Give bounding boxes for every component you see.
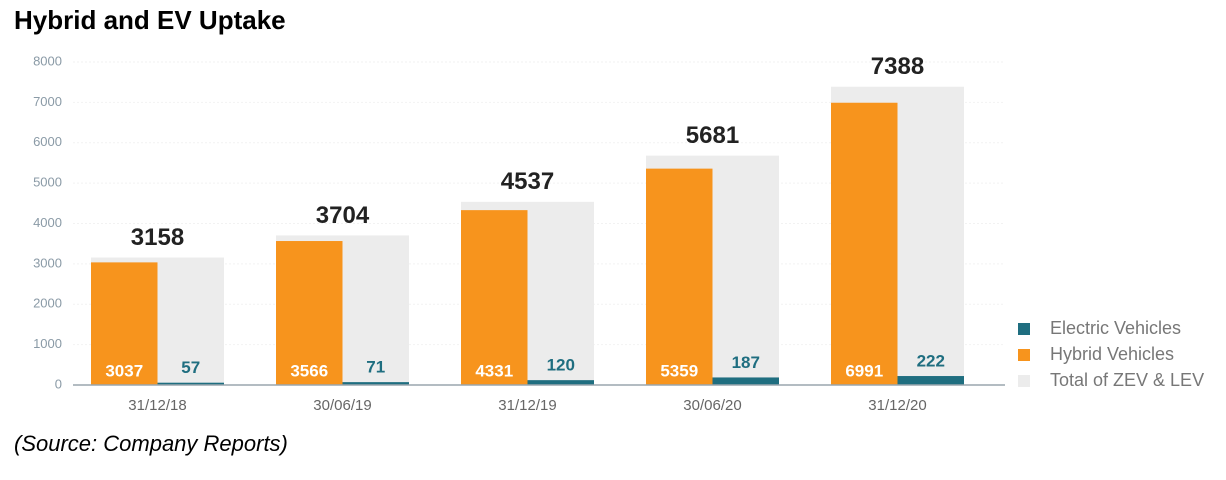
electric-bar — [712, 377, 779, 385]
chart-title: Hybrid and EV Uptake — [14, 5, 286, 35]
electric-label: 187 — [732, 353, 760, 372]
total-label: 3704 — [316, 202, 370, 229]
hybrid-label: 3037 — [105, 361, 143, 380]
x-tick-label: 30/06/20 — [683, 397, 741, 414]
total-label: 3158 — [131, 224, 184, 251]
hybrid-label: 3566 — [290, 361, 328, 380]
legend-label: Total of ZEV & LEV — [1050, 370, 1204, 390]
hybrid-label: 4331 — [475, 361, 513, 380]
total-label: 4537 — [501, 168, 554, 195]
legend-swatch — [1018, 375, 1030, 387]
electric-label: 57 — [181, 358, 200, 377]
electric-label: 120 — [547, 356, 575, 375]
x-tick-label: 31/12/20 — [868, 397, 926, 414]
legend-label: Hybrid Vehicles — [1050, 344, 1174, 364]
electric-bar — [157, 382, 224, 385]
y-tick-label: 3000 — [33, 255, 62, 270]
y-tick-label: 6000 — [33, 134, 62, 149]
source-note: (Source: Company Reports) — [14, 431, 288, 456]
y-tick-label: 8000 — [33, 53, 62, 68]
x-tick-label: 31/12/19 — [498, 397, 556, 414]
x-tick-label: 30/06/19 — [313, 397, 371, 414]
hybrid-bar — [276, 241, 343, 385]
hybrid-label: 6991 — [845, 361, 883, 380]
electric-bar — [527, 380, 594, 385]
hybrid-bar — [91, 262, 158, 385]
legend-swatch — [1018, 349, 1030, 361]
hybrid-label: 5359 — [660, 361, 698, 380]
hybrid-bar — [461, 210, 528, 385]
y-tick-label: 2000 — [33, 296, 62, 311]
legend-swatch — [1018, 323, 1030, 335]
legend-label: Electric Vehicles — [1050, 318, 1181, 338]
y-tick-label: 1000 — [33, 336, 62, 351]
total-label: 7388 — [871, 53, 924, 80]
x-tick-label: 31/12/18 — [128, 397, 186, 414]
electric-bar — [342, 382, 409, 385]
y-tick-label: 7000 — [33, 94, 62, 109]
electric-label: 222 — [917, 352, 945, 371]
total-label: 5681 — [686, 122, 739, 149]
hybrid-bar — [831, 102, 898, 385]
y-tick-label: 5000 — [33, 175, 62, 190]
electric-bar — [897, 376, 964, 385]
y-tick-label: 4000 — [33, 215, 62, 230]
electric-label: 71 — [366, 358, 385, 377]
hybrid-bar — [646, 168, 713, 385]
y-tick-label: 0 — [55, 376, 62, 391]
